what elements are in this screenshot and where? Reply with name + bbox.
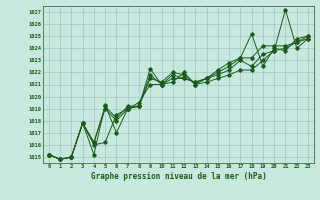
X-axis label: Graphe pression niveau de la mer (hPa): Graphe pression niveau de la mer (hPa) [91, 172, 266, 181]
